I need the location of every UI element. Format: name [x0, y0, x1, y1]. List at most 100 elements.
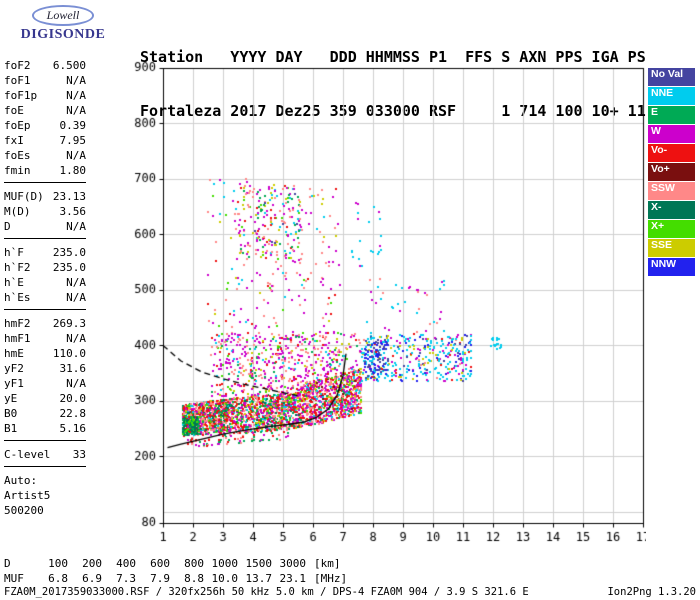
param-label: Artist5 — [4, 489, 51, 502]
param-label: B0 — [4, 407, 18, 420]
param-group: C-level 33 — [4, 445, 86, 467]
dmuf-value: 200 — [82, 557, 102, 570]
dmuf-value: 7.3 — [116, 572, 136, 585]
logo-text-lowell: Lowell — [46, 8, 80, 22]
dmuf-value: 3000 — [279, 557, 307, 570]
param-label: M(D) — [4, 205, 31, 218]
param-value: N/A — [66, 89, 86, 102]
param-row-yf2: yF2 31.6 — [4, 361, 86, 376]
dmuf-value: 6.9 — [82, 572, 102, 585]
param-label: hmE — [4, 347, 24, 360]
param-group: foF2 6.500 foF1 N/A foF1p N/A foE N/A foEp 0.39 fx… — [4, 56, 86, 183]
param-row-muf-d-: MUF(D) 23.13 — [4, 189, 86, 204]
param-row-b1: B1 5.16 — [4, 421, 86, 436]
param-row-fof1p: foF1p N/A — [4, 88, 86, 103]
param-value: 110.0 — [52, 347, 86, 360]
param-value: 1.80 — [59, 164, 87, 177]
param-row-hmf2: hmF2 269.3 — [4, 316, 86, 331]
param-row-fmin: fmin 1.80 — [4, 163, 86, 178]
param-value: 22.8 — [59, 407, 87, 420]
legend-item-nne: NNE — [648, 87, 695, 105]
dmuf-value: 1000 — [211, 557, 239, 570]
echo-legend: No Val NNE E W Vo- Vo+ SSW X- X+ SSE NNW — [648, 68, 695, 277]
dmuf-table: D 100 200 400 600 800 1000 1500 3000 [km] MUF 6.8 6.… — [4, 556, 347, 586]
param-row-m-d-: M(D) 3.56 — [4, 204, 86, 219]
dmuf-row-label: MUF — [4, 572, 24, 585]
param-label: C-level — [4, 448, 51, 461]
param-label: hmF2 — [4, 317, 31, 330]
param-value: 20.0 — [59, 392, 87, 405]
param-value: N/A — [66, 377, 86, 390]
param-label: h`Es — [4, 291, 31, 304]
param-label: fmin — [4, 164, 31, 177]
param-label: hmF1 — [4, 332, 31, 345]
param-row-h-f2: h`F2 235.0 — [4, 260, 86, 275]
legend-item-vo-: Vo- — [648, 144, 695, 162]
param-label: B1 — [4, 422, 18, 435]
param-row-500200: 500200 — [4, 503, 86, 518]
param-row-foes: foEs N/A — [4, 148, 86, 163]
param-row-b0: B0 22.8 — [4, 406, 86, 421]
param-label: 500200 — [4, 504, 44, 517]
param-label: h`F2 — [4, 261, 31, 274]
ionogram-canvas — [128, 58, 646, 556]
param-value: N/A — [66, 220, 86, 233]
param-label: foF1p — [4, 89, 38, 102]
param-row-h-e: h`E N/A — [4, 275, 86, 290]
legend-item-no-val: No Val — [648, 68, 695, 86]
param-row-foe: foE N/A — [4, 103, 86, 118]
dmuf-value: 800 — [184, 557, 204, 570]
param-label: h`F — [4, 246, 24, 259]
param-row-h-es: h`Es N/A — [4, 290, 86, 305]
param-row-artist5: Artist5 — [4, 488, 86, 503]
param-value: 3.56 — [59, 205, 87, 218]
legend-item-x-: X+ — [648, 220, 695, 238]
param-value: 23.13 — [52, 190, 86, 203]
param-value: 0.39 — [59, 119, 87, 132]
param-label: foEp — [4, 119, 31, 132]
logo: Lowell DIGISONDE — [8, 5, 118, 43]
param-row-hme: hmE 110.0 — [4, 346, 86, 361]
dmuf-unit: [km] — [314, 557, 341, 570]
legend-item-vo-: Vo+ — [648, 163, 695, 181]
param-label: h`E — [4, 276, 24, 289]
param-label: foE — [4, 104, 24, 117]
param-label: D — [4, 220, 11, 233]
param-row-hmf1: hmF1 N/A — [4, 331, 86, 346]
param-group: Auto: Artist5 500200 — [4, 471, 86, 522]
dmuf-row-d: D 100 200 400 600 800 1000 1500 3000 [km] — [4, 556, 347, 571]
dmuf-value: 8.8 — [184, 572, 204, 585]
dmuf-value: 6.8 — [48, 572, 68, 585]
param-label: foF1 — [4, 74, 31, 87]
param-value: N/A — [66, 276, 86, 289]
param-row-fxi: fxI 7.95 — [4, 133, 86, 148]
param-label: yE — [4, 392, 18, 405]
param-value: N/A — [66, 74, 86, 87]
param-value: 7.95 — [59, 134, 87, 147]
param-value: 269.3 — [52, 317, 86, 330]
param-label: MUF(D) — [4, 190, 44, 203]
param-row-ye: yE 20.0 — [4, 391, 86, 406]
dmuf-value: 13.7 — [245, 572, 273, 585]
param-row-fof1: foF1 N/A — [4, 73, 86, 88]
dmuf-unit: [MHz] — [314, 572, 348, 585]
param-value: 235.0 — [52, 261, 86, 274]
status-file-info: FZA0M_2017359033000.RSF / 320fx256h 50 k… — [4, 586, 529, 598]
param-row-d: D N/A — [4, 219, 86, 234]
param-group: h`F 235.0 h`F2 235.0 h`E N/A h`Es N/A — [4, 243, 86, 310]
dmuf-row-label: D — [4, 557, 11, 570]
dmuf-value: 100 — [48, 557, 68, 570]
param-label: yF1 — [4, 377, 24, 390]
dmuf-value: 600 — [150, 557, 170, 570]
logo-oval: Lowell — [31, 5, 95, 26]
dmuf-value: 400 — [116, 557, 136, 570]
param-label: yF2 — [4, 362, 24, 375]
legend-item-nnw: NNW — [648, 258, 695, 276]
param-group: MUF(D) 23.13 M(D) 3.56 D N/A — [4, 187, 86, 239]
param-value: 235.0 — [52, 246, 86, 259]
param-row-fof2: foF2 6.500 — [4, 58, 86, 73]
param-value: 31.6 — [59, 362, 87, 375]
dmuf-value: 1500 — [245, 557, 273, 570]
param-group: hmF2 269.3 hmF1 N/A hmE 110.0 yF2 31.6 yF1 N/A yE 2… — [4, 314, 86, 441]
dmuf-value: 23.1 — [279, 572, 307, 585]
